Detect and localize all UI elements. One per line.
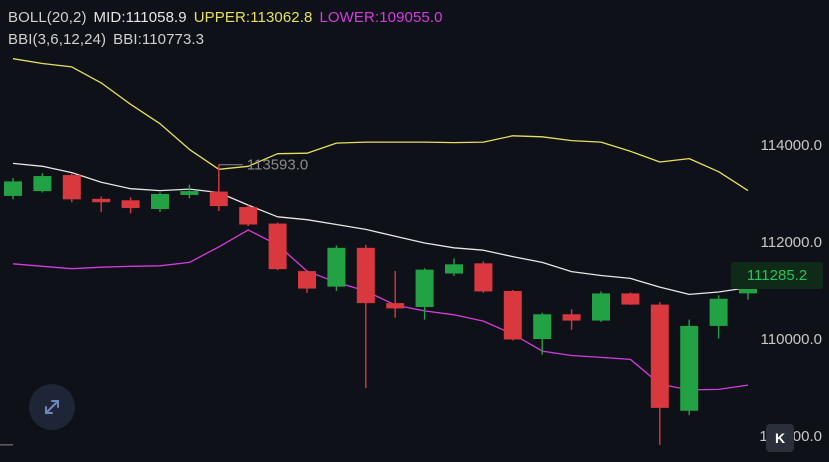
candle-body (621, 293, 640, 305)
expand-arrows-icon (45, 400, 59, 414)
candle-body (62, 175, 81, 200)
candle-body (386, 303, 405, 309)
candle-body (445, 264, 463, 274)
back-to-latest-button[interactable]: K (766, 424, 794, 452)
bbi-legend: BBI(3,6,12,24) BBI:110773.3 (8, 31, 204, 48)
bbi-value: BBI:110773.3 (113, 31, 205, 48)
candle-body (327, 247, 346, 287)
chevron-left-bar-icon: K (774, 430, 786, 446)
candle-body (709, 298, 728, 326)
candle-body (298, 271, 316, 289)
candle-body (415, 269, 434, 307)
y-tick-label: 110000.0 (761, 331, 822, 348)
candle-body (592, 293, 610, 321)
expand-button[interactable] (29, 384, 75, 430)
candle-body (562, 314, 581, 321)
candle-body (239, 207, 258, 225)
y-tick-label: 114000.0 (761, 137, 822, 154)
candle-body (209, 191, 228, 207)
bbi-line (12, 229, 749, 391)
lower-label: LOWER:109055.0 (319, 9, 443, 26)
candle-body (33, 176, 52, 192)
candle-body (474, 263, 493, 292)
candle-body (356, 247, 375, 304)
candle-body (121, 200, 140, 209)
boll-mid-line (12, 162, 749, 296)
candle-body (92, 198, 111, 203)
candle-body (650, 304, 669, 408)
last-price-tag: 111285.2 (731, 262, 823, 289)
candle-body (4, 181, 22, 196)
candle-body (533, 314, 552, 339)
upper-label: UPPER:113062.8 (193, 9, 313, 26)
candle-body (680, 325, 699, 411)
boll-upper-line (12, 58, 749, 192)
boll-label: BOLL(20,2) (8, 9, 87, 26)
y-tick-label: 112000.0 (761, 234, 822, 251)
high-price-label: 113593.0 (247, 157, 308, 174)
mid-label: MID:111058.9 (93, 9, 187, 26)
candle-body (503, 290, 522, 340)
boll-legend: BOLL(20,2) MID:111058.9 UPPER:113062.8 LOWE… (8, 9, 443, 26)
bbi-label: BBI(3,6,12,24) (8, 31, 107, 48)
candle-body (180, 191, 199, 195)
candle-body (151, 193, 169, 210)
candle-body (268, 223, 287, 270)
